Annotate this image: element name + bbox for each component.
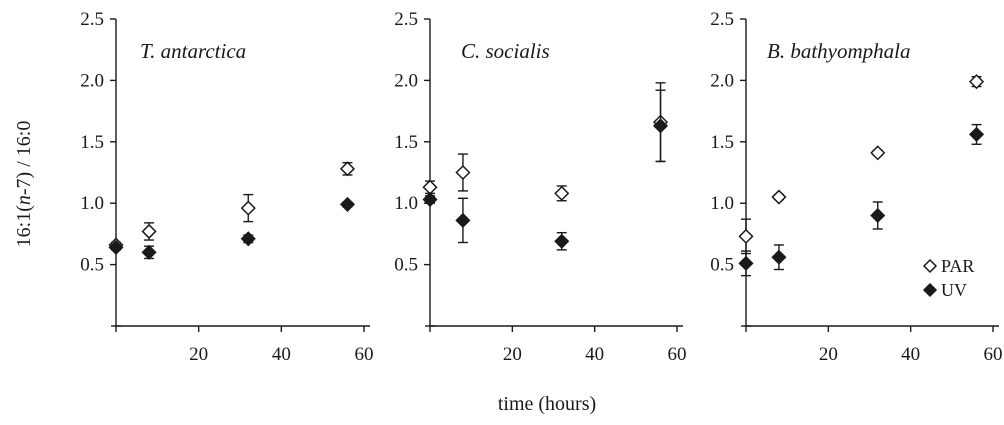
uv-point <box>968 126 985 142</box>
chart-panel: 0.5 1.0 1.5 2.0 2.5 20 40 60 B. bathyomphala PAR U… <box>710 9 1002 365</box>
y-tick-label: 1.0 <box>394 193 418 214</box>
y-tick-label: 2.0 <box>710 70 734 91</box>
y-tick-label: 2.0 <box>80 70 104 91</box>
y-tick-label: 2.0 <box>394 70 418 91</box>
uv-point <box>771 249 787 265</box>
par-point <box>870 145 886 161</box>
y-tick-label: 2.5 <box>80 9 104 30</box>
panel-title: T. antarctica <box>140 39 246 63</box>
y-tick-label: 1.0 <box>80 193 104 214</box>
par-point <box>771 189 787 205</box>
y-tick-label: 0.5 <box>80 255 104 276</box>
uv-point <box>339 196 356 212</box>
chart-panel: 0.5 1.0 1.5 2.0 2.5 20 40 60 C. socialis <box>394 9 686 365</box>
par-point <box>422 179 438 195</box>
x-tick-label: 60 <box>984 344 1003 365</box>
x-tick-label: 60 <box>355 344 374 365</box>
legend-marker <box>922 282 938 298</box>
y-tick-label: 2.5 <box>710 9 734 30</box>
uv-point <box>141 244 157 260</box>
x-tick-label: 60 <box>668 344 687 365</box>
chart-panel: 0.5 1.0 1.5 2.0 2.5 20 40 60 T. antarctica <box>80 9 373 365</box>
x-tick-label: 40 <box>585 344 604 365</box>
legend-label: UV <box>941 280 967 300</box>
y-tick-label: 0.5 <box>710 255 734 276</box>
y-tick-label: 2.5 <box>394 9 418 30</box>
x-tick-label: 20 <box>819 344 838 365</box>
y-tick-label: 1.5 <box>394 132 418 153</box>
x-tick-label: 20 <box>503 344 522 365</box>
par-point <box>554 185 570 201</box>
uv-point <box>422 191 438 208</box>
uv-point <box>652 118 669 134</box>
uv-point <box>554 233 570 249</box>
y-tick-label: 1.5 <box>80 132 104 153</box>
x-tick-label: 20 <box>189 344 208 365</box>
x-axis-label: time (hours) <box>498 393 596 415</box>
chart-panels: 0.5 1.0 1.5 2.0 2.5 20 40 60 T. antarctica 0.5 1.0… <box>80 9 1002 365</box>
x-tick-label: 40 <box>272 344 291 365</box>
y-tick-label: 1.0 <box>710 193 734 214</box>
x-tick-label: 40 <box>901 344 920 365</box>
y-axis-label: 16:1(n-7) / 16:0 <box>13 121 35 248</box>
par-point <box>738 228 754 244</box>
uv-point <box>870 207 886 224</box>
par-point <box>240 200 256 216</box>
par-point <box>339 161 356 177</box>
panel-title: B. bathyomphala <box>767 39 910 63</box>
uv-point <box>240 231 256 247</box>
legend-label: PAR <box>941 256 974 276</box>
legend-marker <box>922 258 938 274</box>
par-point <box>141 223 157 240</box>
uv-point <box>108 239 124 255</box>
par-point <box>455 164 471 181</box>
y-tick-label: 1.5 <box>710 132 734 153</box>
uv-point <box>455 212 471 228</box>
y-tick-label: 0.5 <box>394 255 418 276</box>
par-point <box>968 74 985 90</box>
panel-title: C. socialis <box>461 39 550 63</box>
uv-point <box>738 255 754 271</box>
